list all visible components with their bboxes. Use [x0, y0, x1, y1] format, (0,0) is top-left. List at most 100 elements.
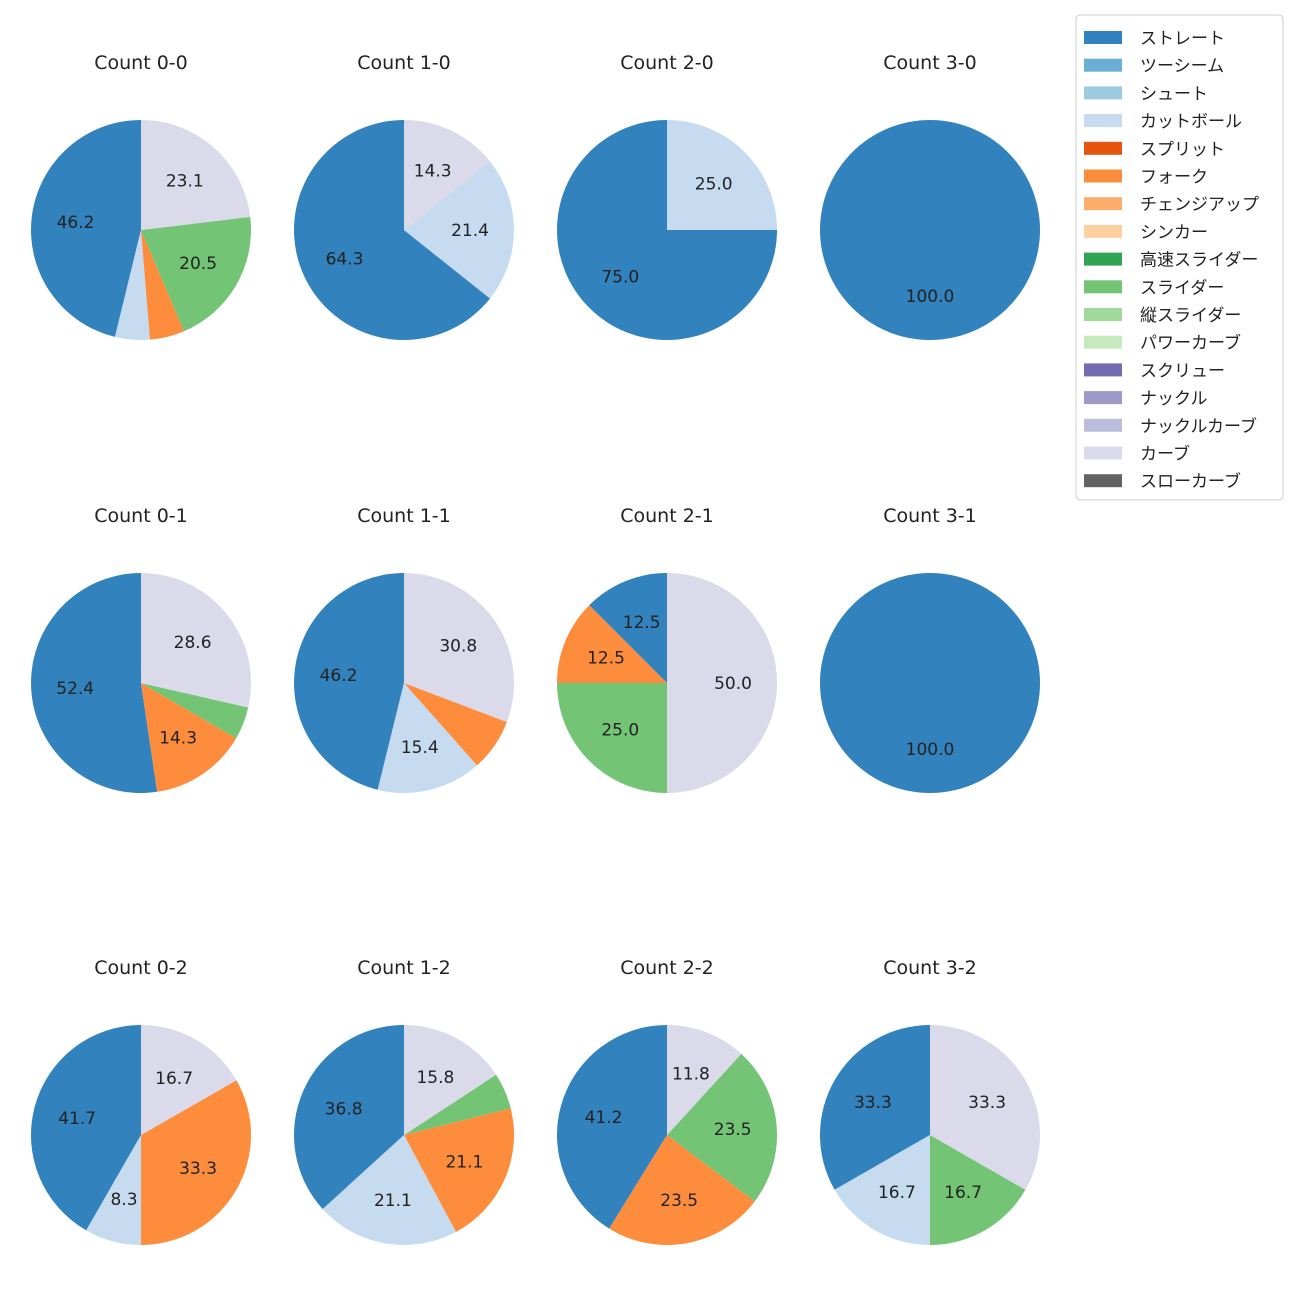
- pie-slice: [141, 120, 251, 230]
- pie-slice: [404, 573, 514, 723]
- pie-slice: [589, 573, 667, 683]
- slice-label: 23.1: [166, 172, 204, 192]
- pie-slice: [819, 1025, 930, 1190]
- pie-slice: [404, 1025, 497, 1135]
- legend-label: ナックル: [1140, 389, 1208, 409]
- slice-label: 25.0: [695, 174, 733, 194]
- legend-label: 縦スライダー: [1140, 306, 1241, 326]
- slice-label: 12.5: [587, 649, 625, 669]
- legend-swatch: [1084, 31, 1122, 44]
- legend-label: ストレート: [1140, 29, 1225, 49]
- slice-label: 64.3: [326, 250, 364, 270]
- pie-slice: [293, 120, 491, 340]
- slice-label: 15.8: [416, 1068, 454, 1088]
- legend-item: 高速スライダー: [1084, 251, 1258, 271]
- legend-label: カットボール: [1140, 112, 1242, 132]
- pie-slice: [667, 1025, 742, 1135]
- slice-label: 16.7: [944, 1183, 982, 1203]
- pie-slice: [141, 1080, 252, 1245]
- slice-label: 30.8: [439, 637, 477, 657]
- slice-label: 21.4: [451, 221, 489, 241]
- pie-title: Count 2-2: [620, 957, 714, 979]
- pie-slice: [114, 230, 150, 340]
- legend-swatch: [1084, 169, 1122, 183]
- legend-swatch: [1084, 86, 1122, 100]
- slice-label: 25.0: [601, 721, 639, 741]
- pie-slice: [404, 120, 491, 230]
- legend-item: カットボール: [1084, 112, 1242, 132]
- legend-label: 高速スライダー: [1140, 251, 1258, 271]
- slice-label: 8.3: [110, 1190, 137, 1210]
- pie-12: Count 3-2 33.3 16.7 16.7 33.3: [819, 957, 1041, 1245]
- pie-title: Count 1-0: [357, 52, 451, 74]
- pie-slice: [667, 1053, 778, 1202]
- pie-1: Count 0-0 46.2 20.5 23.1: [31, 52, 252, 340]
- pies-layer: Count 0-0 46.2 20.5 23.1 Count 1-0 64.3 21.4 14…: [30, 52, 1041, 1246]
- pie-slice: [609, 1135, 755, 1246]
- legend-item: スプリット: [1084, 140, 1225, 160]
- pie-slice: [86, 1135, 141, 1245]
- pie-8: Count 3-1 100.0: [820, 505, 1040, 793]
- pie-2: Count 1-0 64.3 21.4 14.3: [293, 52, 514, 340]
- pie-title: Count 3-2: [883, 957, 977, 979]
- pie-slice: [404, 1108, 515, 1232]
- pie-slice: [404, 1074, 511, 1135]
- pie-slice: [404, 161, 514, 299]
- pie-slice: [557, 683, 667, 793]
- pie-slice: [667, 120, 777, 230]
- pie-title: Count 1-2: [357, 957, 451, 979]
- pie-slice: [322, 1135, 457, 1245]
- legend-item: チェンジアップ: [1084, 195, 1259, 215]
- legend-swatch: [1084, 363, 1122, 377]
- pie-slice: [820, 573, 1040, 793]
- legend-swatch: [1084, 114, 1122, 128]
- pie-title: Count 3-1: [883, 505, 977, 527]
- slice-label: 14.3: [414, 162, 452, 182]
- legend-label: シンカー: [1140, 223, 1208, 243]
- pie-slice: [141, 216, 252, 332]
- legend-label: チェンジアップ: [1140, 195, 1259, 215]
- pie-slice: [31, 573, 158, 793]
- slice-label: 28.6: [174, 633, 212, 653]
- pie-title: Count 2-0: [620, 52, 714, 74]
- legend-item: パワーカーブ: [1084, 333, 1241, 354]
- slice-label: 50.0: [714, 674, 752, 694]
- slice-label: 23.5: [714, 1120, 752, 1140]
- slice-label: 21.1: [445, 1153, 483, 1173]
- pie-slice: [556, 1025, 667, 1229]
- slice-label: 33.3: [968, 1093, 1006, 1113]
- pie-slice: [930, 1135, 1026, 1245]
- legend-item: ナックルカーブ: [1084, 416, 1257, 437]
- pie-4: Count 3-0 100.0: [820, 52, 1040, 340]
- pie-slice: [820, 120, 1040, 340]
- pie-slice: [141, 1025, 237, 1135]
- legend-label: カーブ: [1140, 444, 1190, 465]
- slice-label: 21.1: [374, 1191, 412, 1211]
- pie-9: Count 0-2 41.7 8.3 33.3 16.7: [30, 957, 252, 1245]
- legend-swatch: [1084, 197, 1122, 211]
- legend-label: スローカーブ: [1140, 471, 1241, 492]
- slice-label: 100.0: [906, 740, 955, 760]
- pie-slice: [404, 683, 507, 766]
- legend-swatch: [1084, 391, 1122, 405]
- slice-label: 36.8: [325, 1099, 363, 1119]
- slice-label: 41.2: [585, 1108, 623, 1128]
- slice-label: 14.3: [159, 729, 197, 749]
- legend-swatch: [1084, 418, 1122, 432]
- pie-slice: [557, 605, 667, 683]
- slice-label: 41.7: [58, 1109, 96, 1129]
- pie-slice: [141, 573, 251, 708]
- legend-swatch: [1084, 308, 1122, 321]
- legend-item: ツーシーム: [1084, 57, 1224, 77]
- legend-item: カーブ: [1084, 444, 1190, 465]
- slice-label: 52.4: [56, 679, 94, 699]
- legend-label: フォーク: [1140, 168, 1208, 188]
- legend-item: ストレート: [1084, 29, 1225, 49]
- pie-slice: [141, 683, 237, 792]
- legend-item: ナックル: [1084, 389, 1208, 409]
- legend-label: スクリュー: [1140, 361, 1225, 381]
- pie-title: Count 0-2: [94, 957, 188, 979]
- pie-slice: [667, 573, 777, 793]
- pie-slice: [930, 1025, 1041, 1190]
- slice-label: 12.5: [623, 613, 661, 633]
